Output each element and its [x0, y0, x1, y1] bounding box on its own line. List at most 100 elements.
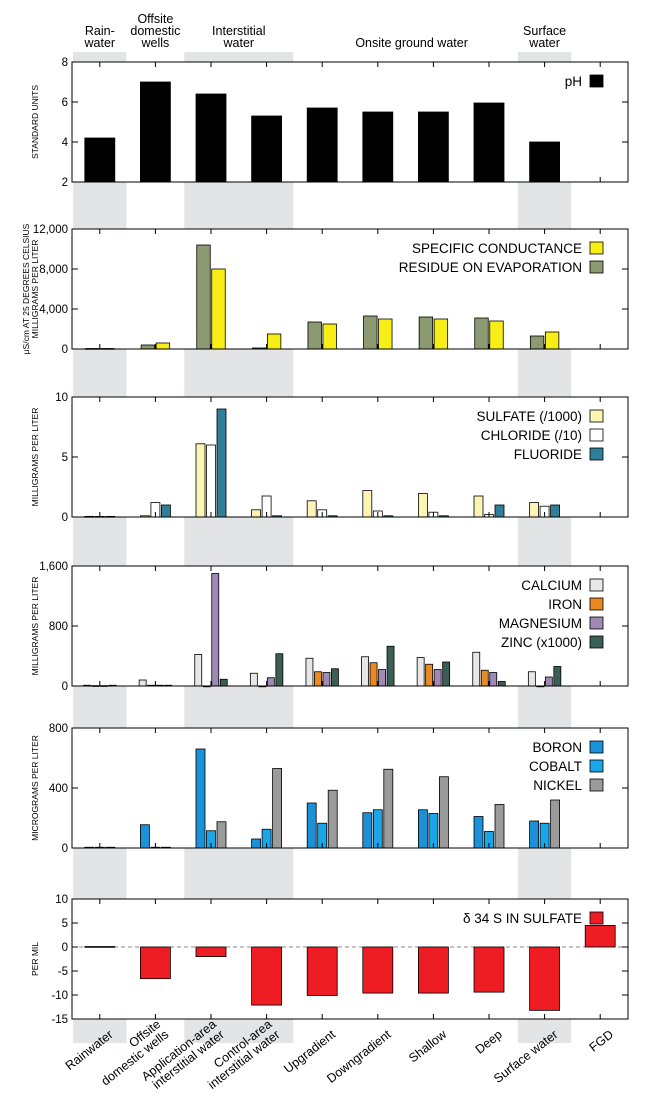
legend-swatch — [589, 428, 604, 442]
bar — [472, 651, 481, 687]
bar — [417, 493, 428, 518]
legend-entry-label: pH — [565, 74, 582, 89]
bar — [550, 799, 560, 849]
bar — [372, 809, 383, 849]
y-tick-label: 800 — [49, 621, 68, 633]
plot-area — [72, 229, 628, 349]
y-axis-label: MILLIGRAMS PER LITER — [30, 240, 40, 339]
category-shade-band-0 — [73, 52, 127, 1043]
bar — [249, 672, 258, 687]
bar — [489, 320, 504, 350]
legend-entry-label: CHLORIDE (/10) — [481, 428, 582, 443]
bar — [195, 748, 206, 849]
legend-entry-label: ZINC (x1000) — [501, 635, 582, 650]
bar — [216, 408, 227, 518]
bar — [275, 653, 284, 687]
bar — [266, 333, 282, 350]
bar — [433, 669, 442, 687]
category-shade-band-1 — [184, 52, 294, 1043]
bar — [383, 768, 394, 849]
y-tick-label: 5 — [62, 918, 68, 930]
legend-entry-label: SPECIFIC CONDUCTANCE — [412, 241, 582, 256]
y-tick-label: 2 — [62, 177, 68, 189]
bar — [362, 490, 373, 518]
bar — [322, 323, 337, 350]
bar — [362, 812, 373, 849]
y-tick-label: 10 — [55, 392, 68, 404]
y-tick-label: 0 — [62, 681, 68, 693]
x-category-label-line: Deep — [473, 1027, 505, 1056]
bar — [160, 504, 171, 518]
y-tick-label: 10 — [55, 894, 68, 906]
bar — [529, 141, 560, 183]
bar — [195, 946, 227, 958]
legend-entry-label: COBALT — [529, 759, 582, 774]
legend-entry-label: RESIDUE ON EVAPORATION — [399, 260, 582, 275]
header-group-label: Offsite — [137, 12, 173, 26]
y-axis-label: μS/cm AT 25 DEGREES CELSIUS — [21, 223, 31, 354]
bar — [322, 672, 331, 687]
legend-swatch — [589, 74, 604, 88]
legend-swatch — [589, 260, 604, 274]
bar — [194, 654, 203, 687]
y-tick-label: -15 — [51, 1014, 68, 1026]
legend-swatch — [589, 740, 604, 754]
bar — [331, 668, 339, 687]
plot-frame — [71, 61, 629, 183]
y-tick-label: 0 — [62, 942, 68, 954]
chart-panel-3: 0 5 10 MILLIGRAMS PER LITER SULFATE (/1000) C… — [30, 392, 629, 524]
bar — [139, 946, 171, 980]
y-axis-label: MICROGRAMS PER LITER — [30, 735, 40, 841]
y-tick-label: 800 — [49, 723, 68, 735]
header-group-label: wells — [141, 36, 170, 50]
bar — [306, 802, 317, 849]
bar — [494, 804, 505, 849]
bar — [529, 946, 560, 1011]
header-group-label: Rain- — [85, 24, 115, 38]
bar — [473, 816, 484, 849]
y-tick-label: 4 — [62, 137, 69, 149]
y-tick-label: -5 — [58, 966, 68, 978]
bar — [140, 344, 156, 350]
header-group-label: Surface — [523, 24, 566, 38]
bar — [497, 681, 506, 687]
legend-entry-label: δ 34 S IN SULFATE — [463, 911, 582, 926]
bar — [527, 671, 536, 687]
bar — [251, 509, 262, 518]
y-tick-label: 8,000 — [39, 264, 68, 276]
x-category-label: Shallow — [406, 1027, 450, 1066]
legend-swatch — [589, 447, 604, 461]
bar — [438, 776, 449, 849]
legend-entry-label: SULFATE (/1000) — [476, 409, 582, 424]
y-tick-label: 0 — [62, 344, 68, 356]
chart-panel-6: -15 -10 -5 0 5 10 PER MIL δ 34 S IN SULFATE — [30, 894, 629, 1026]
y-axis-label: MILLIGRAMS PER LITER — [30, 577, 40, 676]
legend-swatch — [589, 911, 604, 925]
bar — [195, 443, 206, 518]
bar — [361, 656, 369, 687]
legend-entry-label: FLUORIDE — [514, 447, 582, 462]
bar — [84, 137, 116, 183]
bar — [216, 821, 227, 849]
bar — [272, 768, 283, 849]
x-category-label: FGD — [587, 1027, 616, 1054]
bar — [139, 824, 150, 849]
legend-swatch — [589, 241, 604, 255]
bar — [251, 838, 262, 849]
y-tick-label: 1,600 — [39, 561, 68, 573]
bar — [363, 315, 378, 350]
bar — [138, 679, 147, 687]
bar — [529, 502, 539, 518]
bar — [139, 81, 171, 183]
bar — [327, 789, 338, 849]
bar — [306, 107, 338, 183]
bar — [196, 244, 211, 350]
bar — [480, 669, 489, 687]
bar — [553, 666, 562, 687]
chart-panel-1: 2 4 6 8 STANDARD UNITS pH — [30, 57, 629, 189]
bar — [307, 321, 322, 350]
y-axis-label: PER MIL — [30, 942, 40, 976]
plot-area — [72, 566, 628, 686]
bar — [550, 504, 560, 518]
bar — [219, 678, 228, 687]
